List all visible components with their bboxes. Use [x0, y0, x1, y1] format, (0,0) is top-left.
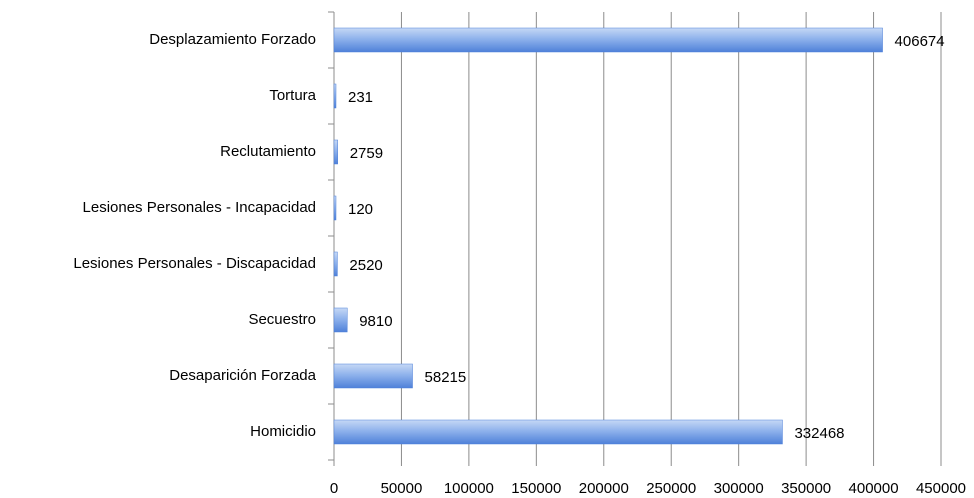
bar: [333, 139, 338, 165]
x-tick-label: 50000: [381, 480, 423, 497]
value-label: 9810: [359, 313, 392, 330]
x-tick-label: 150000: [511, 480, 561, 497]
bar: [333, 307, 348, 333]
y-tick-label: Lesiones Personales - Discapacidad: [73, 255, 316, 272]
y-tick-label: Reclutamiento: [220, 143, 316, 160]
y-tick-label: Lesiones Personales - Incapacidad: [83, 199, 316, 216]
value-label: 231: [348, 89, 373, 106]
value-label: 2520: [349, 257, 382, 274]
x-tick-label: 100000: [444, 480, 494, 497]
y-tick-label: Homicidio: [250, 423, 316, 440]
value-label: 332468: [794, 425, 844, 442]
x-tick-label: 0: [330, 480, 338, 497]
x-tick-label: 400000: [849, 480, 899, 497]
value-label: 406674: [895, 33, 945, 50]
value-label: 2759: [350, 145, 383, 162]
bar: [333, 83, 337, 109]
bar: [333, 363, 413, 389]
bar: [333, 195, 337, 221]
bar: [333, 251, 338, 277]
value-label: 58215: [425, 369, 467, 386]
y-tick-label: Secuestro: [248, 311, 316, 328]
bar: [333, 419, 783, 445]
x-tick-label: 450000: [916, 480, 966, 497]
x-tick-label: 300000: [714, 480, 764, 497]
y-tick-label: Desaparición Forzada: [169, 367, 316, 384]
x-tick-label: 250000: [646, 480, 696, 497]
y-tick-label: Tortura: [269, 87, 316, 104]
bar: [333, 27, 883, 53]
x-tick-label: 350000: [781, 480, 831, 497]
y-tick-label: Desplazamiento Forzado: [149, 31, 316, 48]
x-tick-label: 200000: [579, 480, 629, 497]
value-label: 120: [348, 201, 373, 218]
